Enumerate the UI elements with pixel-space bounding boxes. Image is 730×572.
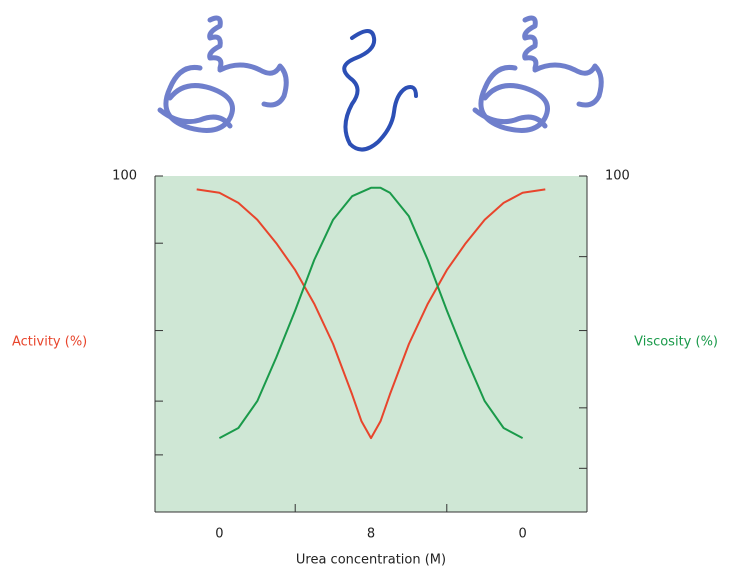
x-tick-label: 0 [518, 527, 526, 542]
plot-area [155, 176, 587, 512]
protein-unfolded [342, 29, 418, 152]
protein-folded-right [472, 15, 604, 133]
x-tick-label: 8 [367, 527, 375, 542]
y2-tick-label: 100 [605, 169, 630, 184]
y-axis-title: Activity (%) [12, 335, 87, 350]
y2-axis-title: Viscosity (%) [634, 335, 718, 350]
line [196, 188, 546, 440]
protein-folded-left [157, 15, 289, 133]
line [218, 186, 524, 439]
x-axis-title: Urea concentration (M) [296, 553, 446, 568]
y-tick-label: 100 [112, 169, 137, 184]
x-tick-label: 0 [215, 527, 223, 542]
